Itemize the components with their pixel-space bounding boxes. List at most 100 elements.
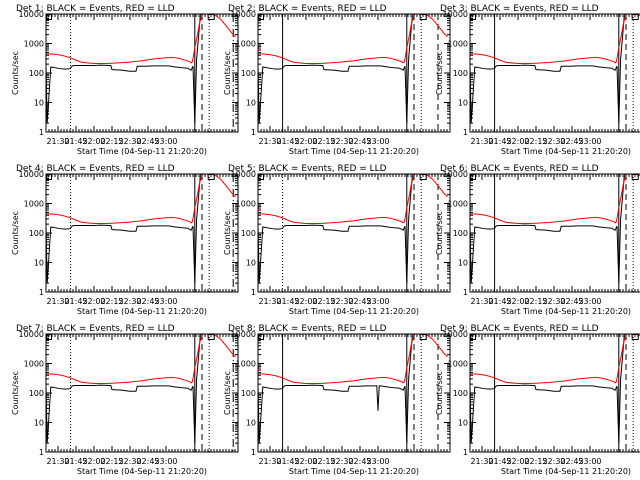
y-tick-label: 1000 [448,40,468,49]
series-line-events [470,174,626,284]
plot-frame [45,13,239,133]
x-tick-label: 22:30 [118,137,141,146]
plot-frame [45,333,239,453]
plot-frame [257,173,451,293]
x-tick-label: 22:30 [118,457,141,466]
x-tick-label: 21:30 [258,457,281,466]
x-tick-label: 21:30 [46,457,69,466]
y-tick-label: 1 [39,288,44,297]
x-tick-label: 21:30 [258,297,281,306]
y-tick-label: 100 [29,69,44,78]
series-line-events [470,14,626,124]
x-tick-label: 21:45 [276,297,299,306]
x-axis-label: Start Time (04-Sep-11 21:20:20) [289,147,419,156]
detector-panel-9: Det 9: BLACK = Events, RED = LLD Counts/s… [435,324,640,476]
y-tick-label: 10 [34,99,44,108]
x-tick-label: 22:15 [524,457,547,466]
series-line-events [258,14,414,124]
y-tick-label: 1000 [236,360,256,369]
series-line-lld [46,174,236,224]
x-tick-label: 21:30 [470,297,493,306]
x-axis-label: Start Time (04-Sep-11 21:20:20) [501,467,631,476]
y-tick-label: 1000 [236,40,256,49]
y-tick-label: 10000 [19,10,44,19]
series-group [46,174,236,284]
series-line-events [46,174,202,284]
x-axis-label: Start Time (04-Sep-11 21:20:20) [289,467,419,476]
y-tick-label: 10000 [443,170,468,179]
x-tick-label: 22:15 [312,137,335,146]
x-axis-label: Start Time (04-Sep-11 21:20:20) [77,147,207,156]
y-tick-label: 10 [458,99,468,108]
y-tick-label: 1000 [24,360,44,369]
x-tick-label: 22:15 [312,297,335,306]
x-tick-label: 23:00 [154,297,177,306]
x-tick-label: 22:45 [136,137,159,146]
x-tick-label: 22:15 [100,137,123,146]
y-tick-label: 100 [241,389,256,398]
plot-frame [469,173,640,293]
x-tick-label: 22:45 [136,297,159,306]
x-tick-label: 21:45 [64,297,87,306]
x-tick-label: 23:00 [578,137,601,146]
x-tick-label: 22:15 [524,137,547,146]
x-tick-label: 22:30 [330,297,353,306]
series-group [46,14,236,124]
y-tick-label: 100 [241,69,256,78]
series-line-lld [258,334,448,384]
x-tick-label: 21:45 [488,297,511,306]
x-tick-label: 21:30 [470,457,493,466]
x-tick-label: 22:30 [330,457,353,466]
detector-panel-6: Det 6: BLACK = Events, RED = LLD Counts/s… [435,164,640,316]
plot-frame [469,13,640,133]
series-line-lld [258,174,448,224]
series-line-events [258,174,414,284]
y-tick-label: 10 [458,259,468,268]
y-tick-label: 1000 [236,200,256,209]
panel-title: Det 3: BLACK = Events, RED = LLD [440,4,599,14]
x-tick-label: 23:00 [154,137,177,146]
y-tick-label: 100 [29,229,44,238]
y-tick-label: 10000 [443,330,468,339]
y-axis-label: Counts/sec [11,371,20,415]
detector-panel-3: Det 3: BLACK = Events, RED = LLD Counts/s… [435,4,640,156]
x-axis-label: Start Time (04-Sep-11 21:20:20) [501,147,631,156]
detector-panel-5: Det 5: BLACK = Events, RED = LLD Counts/s… [223,164,451,316]
y-tick-label: 1 [251,448,256,457]
panel-title: Det 2: BLACK = Events, RED = LLD [228,4,387,14]
y-tick-label: 100 [453,389,468,398]
y-tick-label: 100 [241,229,256,238]
x-tick-label: 22:30 [118,297,141,306]
detector-panel-7: Det 7: BLACK = Events, RED = LLD Counts/s… [11,324,239,476]
series-group [258,174,448,284]
y-tick-label: 100 [29,389,44,398]
x-tick-label: 22:00 [506,137,529,146]
series-line-events [470,334,626,444]
series-line-events [46,334,202,444]
plot-frame [45,173,239,293]
detector-panel-8: Det 8: BLACK = Events, RED = LLD Counts/s… [223,324,451,476]
x-tick-label: 22:00 [294,457,317,466]
y-tick-label: 10000 [231,330,256,339]
x-tick-label: 22:45 [136,457,159,466]
x-tick-label: 21:45 [64,137,87,146]
series-line-events [46,14,202,124]
panel-title: Det 6: BLACK = Events, RED = LLD [440,164,599,174]
y-axis-label: Counts/sec [223,51,232,95]
x-tick-label: 22:00 [506,457,529,466]
x-tick-label: 22:45 [560,137,583,146]
plot-frame [257,13,451,133]
x-tick-label: 22:00 [294,297,317,306]
y-axis-label: Counts/sec [435,211,444,255]
x-tick-label: 22:45 [348,137,371,146]
y-tick-label: 1 [251,288,256,297]
series-group [470,334,640,444]
x-tick-label: 21:45 [488,137,511,146]
series-line-lld [470,14,640,64]
x-tick-label: 22:45 [348,297,371,306]
y-tick-label: 1000 [448,200,468,209]
x-axis-label: Start Time (04-Sep-11 21:20:20) [289,307,419,316]
series-line-lld [470,334,640,384]
series-line-lld [258,14,448,64]
